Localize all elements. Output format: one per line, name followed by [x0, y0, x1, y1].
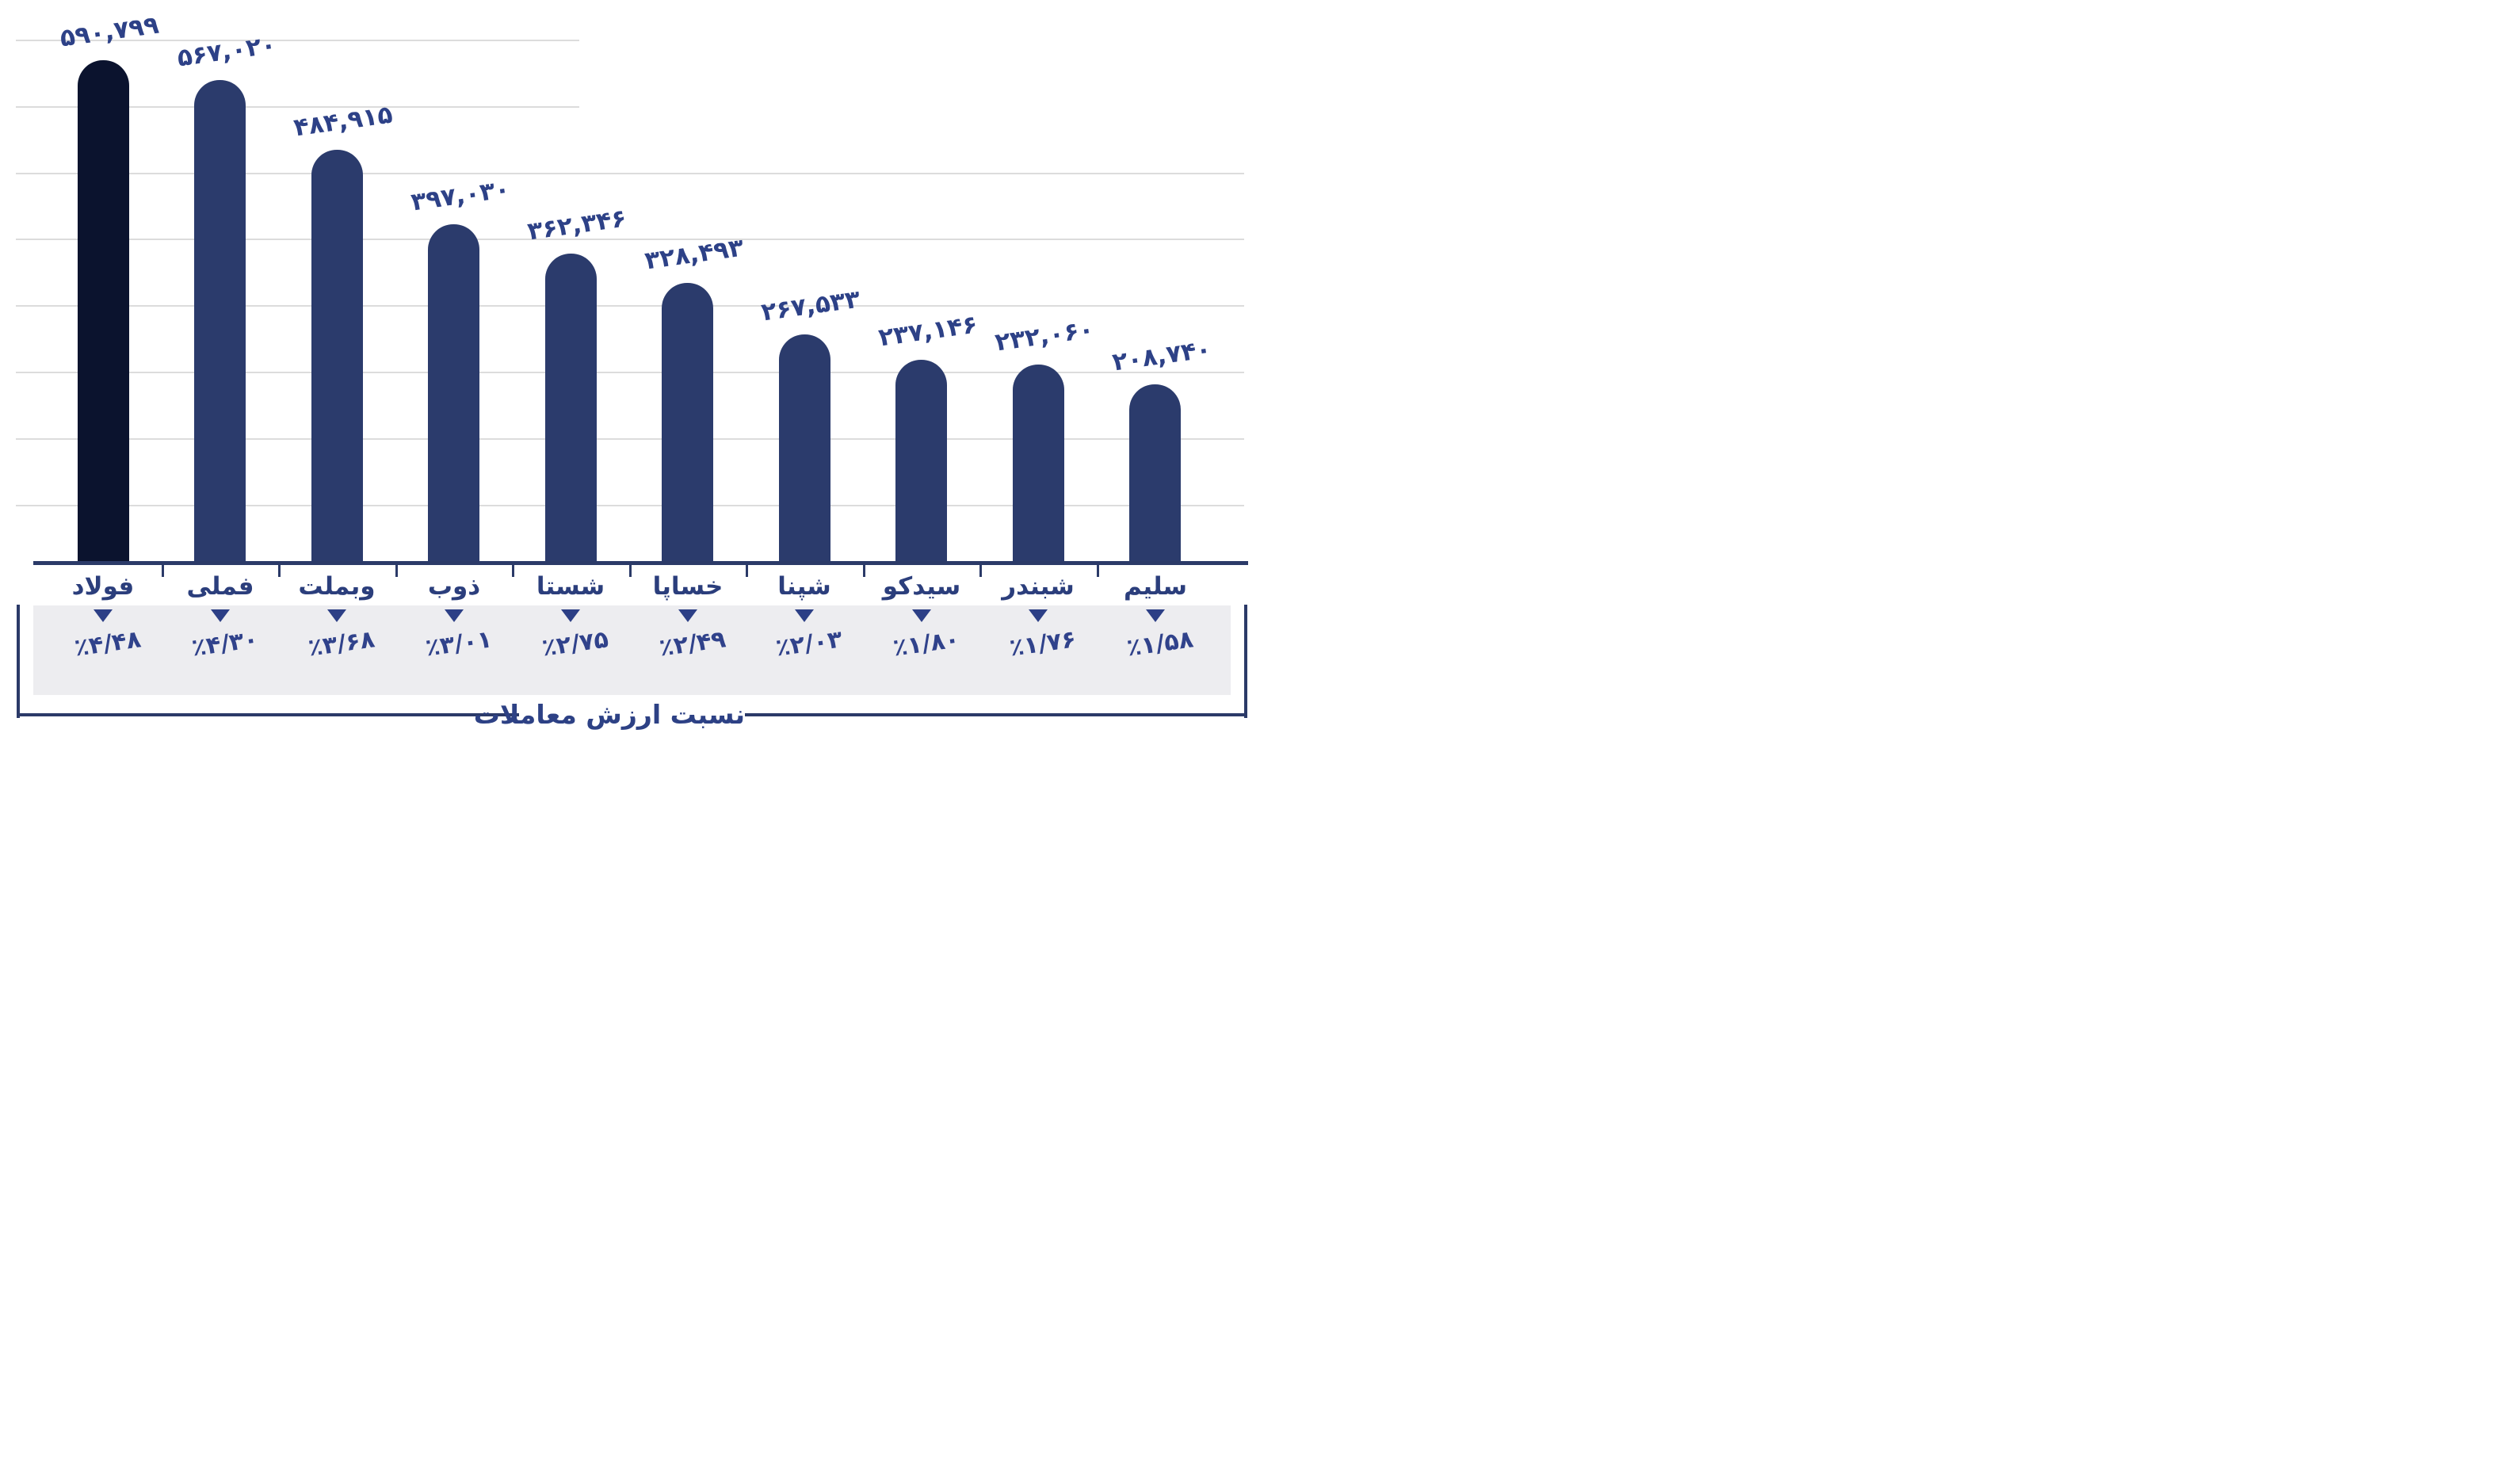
bar [311, 150, 363, 561]
bar [428, 224, 479, 561]
category-label: شپنا [777, 572, 831, 601]
axis-tick [979, 563, 982, 577]
bracket-right-line [1244, 605, 1247, 718]
triangle-down-icon [211, 609, 230, 622]
axis-tick [629, 563, 632, 577]
axis-tick [278, 563, 281, 577]
axis-tick [863, 563, 865, 577]
triangle-down-icon [327, 609, 346, 622]
axis-tick [395, 563, 398, 577]
grid-line [16, 438, 1244, 440]
bar [1013, 365, 1064, 561]
bracket-bottom-left-line [17, 713, 519, 716]
bracket-left-line [17, 605, 20, 718]
ratio-value-text: ٪۲/۴۹ [657, 625, 728, 663]
ratio-value-text: ٪۴/۳۰ [189, 625, 261, 663]
chart-footer-title: نسبت ارزش معاملات [473, 699, 745, 730]
grid-line [16, 173, 1244, 174]
bar [895, 360, 947, 561]
axis-tick [746, 563, 748, 577]
bracket-bottom-right-line [745, 713, 1247, 716]
category-label: فملی [186, 572, 254, 601]
category-label: فولاد [71, 572, 135, 601]
plot-area: ۵۹۰,۷۹۹ ۵۶۷,۰۲۰ ۴۸۴,۹۱۵ ۳۹۷,۰۳۰ ۳۶۲,۳۴۶ ۳۲۸,۴… [0, 0, 1260, 737]
category-label: شستا [536, 572, 605, 601]
axis-tick [1097, 563, 1099, 577]
ratio-value-text: ٪۱/۷۶ [1007, 625, 1079, 663]
marks-layer: فولاد ٪۴/۴۸ فملی ٪۴/۳۰ وبملت ٪۳/۶۸ ذوب ٪۳/۰۱ شست… [0, 0, 1260, 737]
figure: ۵۹۰,۷۹۹ ۵۶۷,۰۲۰ ۴۸۴,۹۱۵ ۳۹۷,۰۳۰ ۳۶۲,۳۴۶ ۳۲۸,۴… [0, 0, 1260, 737]
triangle-down-icon [1029, 609, 1048, 622]
ratio-value-text: ٪۲/۰۳ [773, 625, 845, 663]
ratio-value-text: ٪۳/۶۸ [306, 625, 377, 663]
category-label: سلیم [1123, 572, 1188, 601]
grid-line [16, 40, 579, 41]
ratio-value-text: ٪۱/۵۸ [1124, 625, 1196, 663]
triangle-down-icon [678, 609, 697, 622]
x-axis-line [33, 561, 1248, 565]
grid-line [16, 239, 1244, 240]
category-label: شبندر [1002, 572, 1075, 601]
category-label: وبملت [298, 572, 376, 601]
category-label: خساپا [652, 572, 724, 601]
bar [545, 254, 597, 561]
ratio-value-text: ٪۴/۴۸ [72, 625, 143, 663]
axis-tick [162, 563, 164, 577]
ratio-value-text: ٪۲/۷۵ [540, 625, 611, 663]
bar [194, 80, 246, 561]
bar [662, 283, 713, 561]
bar [1129, 384, 1181, 561]
grid-line [16, 505, 1244, 506]
category-label: ذوب [427, 572, 481, 601]
triangle-down-icon [795, 609, 814, 622]
bar [78, 60, 129, 561]
bar [779, 334, 830, 561]
triangle-down-icon [912, 609, 931, 622]
triangle-down-icon [561, 609, 580, 622]
category-label: سیدکو [882, 572, 961, 601]
triangle-down-icon [94, 609, 113, 622]
triangle-down-icon [1146, 609, 1165, 622]
grid-line [16, 305, 1244, 307]
ratio-value-text: ٪۳/۰۱ [423, 625, 494, 663]
axis-tick [512, 563, 514, 577]
triangle-down-icon [445, 609, 464, 622]
grid-line [16, 372, 1244, 373]
ratio-value-text: ٪۱/۸۰ [891, 625, 962, 663]
grid-line [16, 106, 579, 108]
